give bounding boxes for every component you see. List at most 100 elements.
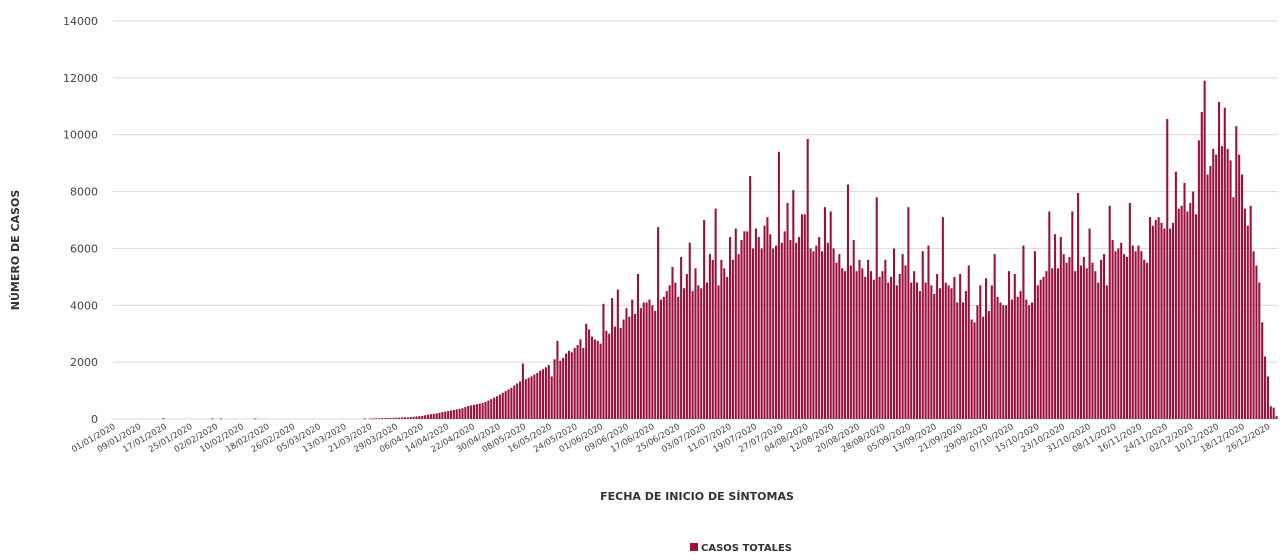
bar xyxy=(993,254,996,419)
bar xyxy=(1117,248,1120,419)
bar xyxy=(703,220,706,419)
x-axis-ticks: 01/01/202009/01/202017/01/202025/01/2020… xyxy=(70,422,1272,455)
bar xyxy=(763,225,766,419)
bar xyxy=(521,363,524,419)
bar xyxy=(1045,271,1048,419)
bar xyxy=(1085,268,1088,419)
bar xyxy=(398,417,401,419)
bar xyxy=(1131,245,1134,419)
bar xyxy=(674,282,677,419)
bar xyxy=(1249,205,1252,419)
bar xyxy=(449,410,453,419)
bar xyxy=(530,376,533,419)
bar xyxy=(806,138,809,420)
bar xyxy=(628,316,631,419)
bar xyxy=(884,259,887,419)
bar xyxy=(665,291,668,419)
legend-swatch xyxy=(690,543,698,551)
bar xyxy=(1171,222,1175,419)
bar xyxy=(832,248,835,419)
bar xyxy=(654,310,657,419)
bar xyxy=(447,411,450,419)
bar xyxy=(1071,211,1074,419)
bar xyxy=(973,322,976,419)
bar xyxy=(717,285,720,419)
bar xyxy=(1174,171,1177,419)
bar xyxy=(162,418,165,419)
bar xyxy=(849,265,852,419)
bar xyxy=(495,396,499,419)
y-tick-label: 6000 xyxy=(70,242,98,255)
bar xyxy=(1128,202,1131,419)
bar xyxy=(1033,251,1036,419)
bar xyxy=(1246,225,1249,419)
bar xyxy=(1125,256,1129,419)
bar xyxy=(441,412,444,419)
bar xyxy=(829,211,832,419)
bar xyxy=(435,413,438,419)
y-axis-title: NÚMERO DE CASOS xyxy=(9,190,22,311)
bar xyxy=(1192,191,1195,419)
bar xyxy=(611,298,614,419)
bar xyxy=(1241,174,1244,419)
bar xyxy=(861,268,864,419)
bar xyxy=(424,415,427,419)
bar xyxy=(1134,251,1137,419)
y-tick-label: 0 xyxy=(91,413,98,426)
bar xyxy=(858,259,861,419)
bar xyxy=(556,340,559,419)
bar xyxy=(1243,208,1246,419)
bar xyxy=(723,268,726,419)
bar xyxy=(590,336,593,419)
bar xyxy=(1166,119,1169,419)
bar xyxy=(1065,262,1068,419)
bar xyxy=(999,302,1002,419)
bar xyxy=(867,259,870,419)
bar xyxy=(1163,228,1166,419)
bar xyxy=(1235,126,1238,419)
bar xyxy=(1079,265,1082,419)
bar xyxy=(1111,239,1114,419)
bar xyxy=(1223,107,1226,420)
bar xyxy=(743,231,746,419)
y-axis-ticks: 0 2000 4000 6000 8000 10000 12000 14000 xyxy=(63,15,98,426)
y-tick-label: 2000 xyxy=(70,356,98,369)
bars xyxy=(162,80,1278,420)
bar xyxy=(947,285,950,419)
bar xyxy=(412,416,415,419)
bar xyxy=(659,299,663,419)
bar xyxy=(970,319,973,419)
bar xyxy=(1258,282,1261,419)
bar xyxy=(1036,285,1039,419)
bar xyxy=(812,251,815,419)
bar xyxy=(697,285,700,419)
bar xyxy=(616,289,619,419)
bar xyxy=(1264,356,1267,419)
bar xyxy=(711,259,714,419)
bar xyxy=(685,274,688,419)
bar xyxy=(1146,262,1149,419)
y-tick-label: 8000 xyxy=(70,186,98,199)
bar xyxy=(455,409,458,419)
bar xyxy=(573,347,576,419)
y-tick-label: 14000 xyxy=(63,15,98,28)
bar xyxy=(1261,322,1264,419)
bar xyxy=(510,387,513,419)
bar xyxy=(1002,305,1005,419)
bar xyxy=(677,296,680,419)
bar xyxy=(1189,202,1192,419)
bar xyxy=(1183,183,1186,419)
bar xyxy=(1186,211,1189,419)
bar xyxy=(936,274,939,419)
bar xyxy=(490,399,493,419)
bar xyxy=(1157,217,1160,419)
bar xyxy=(461,408,464,419)
bar xyxy=(527,377,530,419)
bar xyxy=(881,271,884,419)
bar xyxy=(924,282,927,419)
bar xyxy=(536,372,539,419)
bar xyxy=(1094,271,1097,419)
bar xyxy=(550,376,553,419)
bar xyxy=(619,328,622,419)
